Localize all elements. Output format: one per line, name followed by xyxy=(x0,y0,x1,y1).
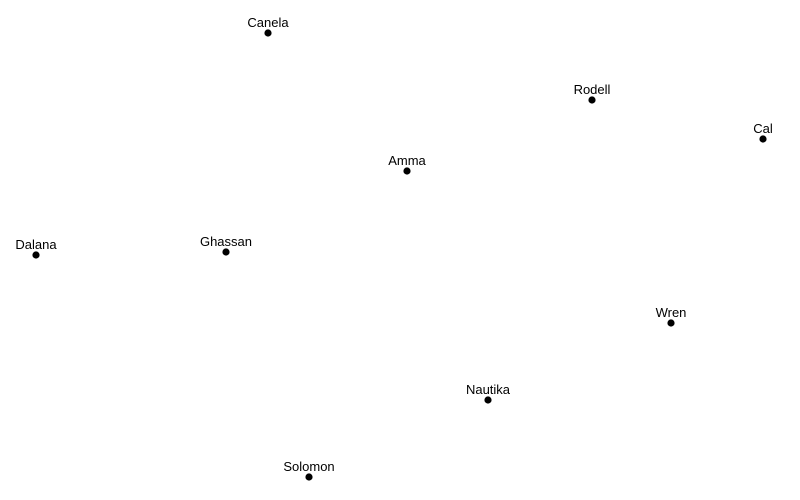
node-label: Canela xyxy=(247,15,289,30)
node-label: Ghassan xyxy=(200,234,252,249)
node-dot xyxy=(588,96,596,104)
node-amma: Amma xyxy=(388,153,427,175)
node-dot xyxy=(305,473,313,481)
node-dalana: Dalana xyxy=(15,237,57,259)
node-label: Amma xyxy=(388,153,426,168)
node-dot xyxy=(403,167,411,175)
node-label: Nautika xyxy=(466,382,511,397)
node-dot xyxy=(667,319,675,327)
node-label: Cal xyxy=(753,121,773,136)
node-ghassan: Ghassan xyxy=(200,234,252,256)
node-dot xyxy=(222,248,230,256)
node-dot xyxy=(264,29,272,37)
node-rodell: Rodell xyxy=(574,82,611,104)
node-nautika: Nautika xyxy=(466,382,511,404)
node-dot xyxy=(484,396,492,404)
node-dot xyxy=(32,251,40,259)
node-wren: Wren xyxy=(656,305,687,327)
node-canela: Canela xyxy=(247,15,289,37)
node-label: Dalana xyxy=(15,237,57,252)
node-solomon: Solomon xyxy=(283,459,335,481)
node-dot xyxy=(759,135,767,143)
node-label: Rodell xyxy=(574,82,611,97)
node-cal: Cal xyxy=(753,121,773,143)
node-label: Solomon xyxy=(283,459,334,474)
node-label: Wren xyxy=(656,305,687,320)
